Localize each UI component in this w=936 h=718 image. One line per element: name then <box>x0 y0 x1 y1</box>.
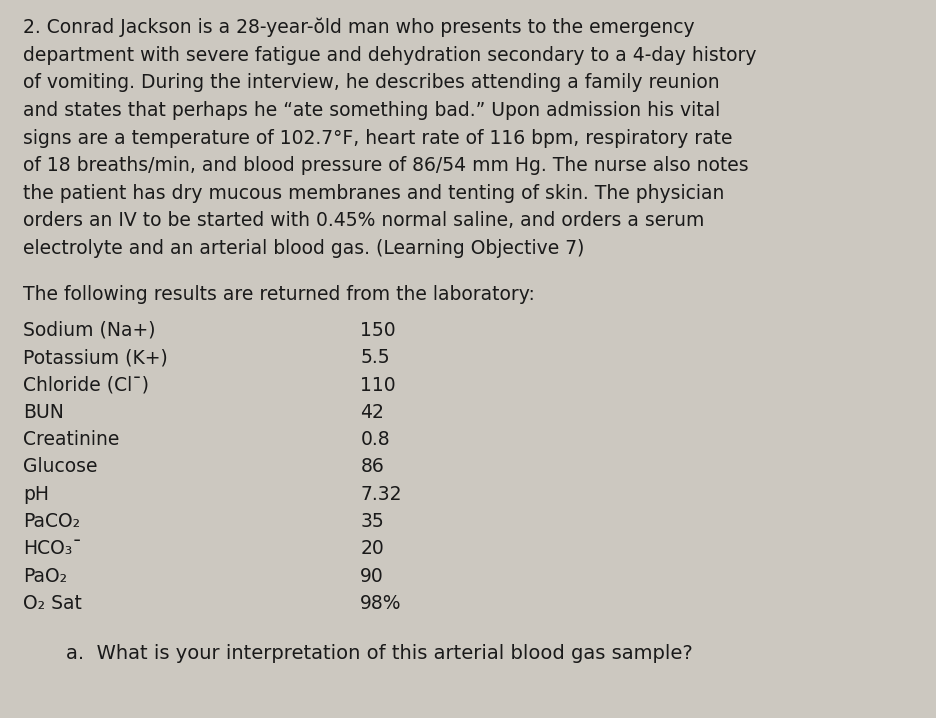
Text: Potassium (K+): Potassium (K+) <box>23 348 168 367</box>
Text: signs are a temperature of 102.7°F, heart rate of 116 bpm, respiratory rate: signs are a temperature of 102.7°F, hear… <box>23 129 733 147</box>
Text: HCO₃¯: HCO₃¯ <box>23 539 82 558</box>
Text: Creatinine: Creatinine <box>23 430 120 449</box>
Text: 2. Conrad Jackson is a 28-year-ŏld man who presents to the emergency: 2. Conrad Jackson is a 28-year-ŏld man w… <box>23 18 695 37</box>
Text: 0.8: 0.8 <box>360 430 390 449</box>
Text: Glucose: Glucose <box>23 457 98 476</box>
Text: Chloride (Cl¯): Chloride (Cl¯) <box>23 376 150 394</box>
Text: O₂ Sat: O₂ Sat <box>23 594 82 612</box>
Text: Sodium (Na+): Sodium (Na+) <box>23 321 156 340</box>
Text: 20: 20 <box>360 539 384 558</box>
Text: BUN: BUN <box>23 403 65 421</box>
Text: 7.32: 7.32 <box>360 485 402 503</box>
Text: PaCO₂: PaCO₂ <box>23 512 80 531</box>
Text: 86: 86 <box>360 457 384 476</box>
Text: 42: 42 <box>360 403 385 421</box>
Text: The following results are returned from the laboratory:: The following results are returned from … <box>23 284 535 304</box>
Text: of vomiting. During the interview, he describes attending a family reunion: of vomiting. During the interview, he de… <box>23 73 720 92</box>
Text: 5.5: 5.5 <box>360 348 390 367</box>
Text: orders an IV to be started with 0.45% normal saline, and orders a serum: orders an IV to be started with 0.45% no… <box>23 211 705 230</box>
Text: 98%: 98% <box>360 594 402 612</box>
Text: electrolyte and an arterial blood gas. (Learning Objective 7): electrolyte and an arterial blood gas. (… <box>23 239 585 258</box>
Text: department with severe fatigue and dehydration secondary to a 4-day history: department with severe fatigue and dehyd… <box>23 45 757 65</box>
Text: 90: 90 <box>360 567 384 585</box>
Text: the patient has dry mucous membranes and tenting of skin. The physician: the patient has dry mucous membranes and… <box>23 184 724 202</box>
Text: 150: 150 <box>360 321 396 340</box>
Text: and states that perhaps he “ate something bad.” Upon admission his vital: and states that perhaps he “ate somethin… <box>23 101 721 120</box>
Text: of 18 breaths/min, and blood pressure of 86/54 mm Hg. The nurse also notes: of 18 breaths/min, and blood pressure of… <box>23 156 749 175</box>
Text: 35: 35 <box>360 512 384 531</box>
Text: a.  What is your interpretation of this arterial blood gas sample?: a. What is your interpretation of this a… <box>66 644 693 663</box>
Text: pH: pH <box>23 485 50 503</box>
Text: PaO₂: PaO₂ <box>23 567 67 585</box>
Text: 110: 110 <box>360 376 396 394</box>
